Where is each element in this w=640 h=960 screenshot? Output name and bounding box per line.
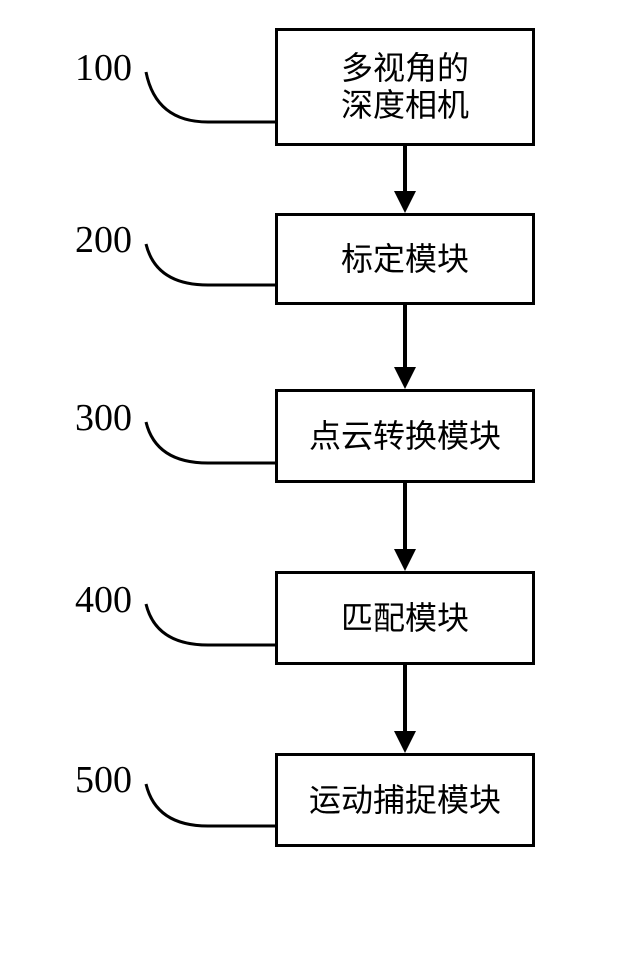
flow-node-n300: 点云转换模块: [275, 389, 535, 483]
ref-label-100: 100: [75, 46, 132, 90]
flow-node-n100: 多视角的深度相机: [275, 28, 535, 146]
flow-node-n100-line: 深度相机: [341, 87, 469, 124]
flow-node-n200-line: 标定模块: [341, 241, 469, 278]
ref-label-400: 400: [75, 578, 132, 622]
flow-node-n300-line: 点云转换模块: [309, 418, 501, 455]
ref-label-200: 200: [75, 218, 132, 262]
ref-label-300: 300: [75, 396, 132, 440]
flow-node-n500: 运动捕捉模块: [275, 753, 535, 847]
flow-node-n500-line: 运动捕捉模块: [309, 782, 501, 819]
flow-node-n100-line: 多视角的: [341, 50, 469, 87]
flow-node-n400: 匹配模块: [275, 571, 535, 665]
diagram-canvas: 多视角的深度相机标定模块点云转换模块匹配模块运动捕捉模块 100 200 300 400…: [0, 0, 640, 960]
flow-node-n400-line: 匹配模块: [341, 600, 469, 637]
flow-node-n200: 标定模块: [275, 213, 535, 305]
ref-label-500: 500: [75, 758, 132, 802]
